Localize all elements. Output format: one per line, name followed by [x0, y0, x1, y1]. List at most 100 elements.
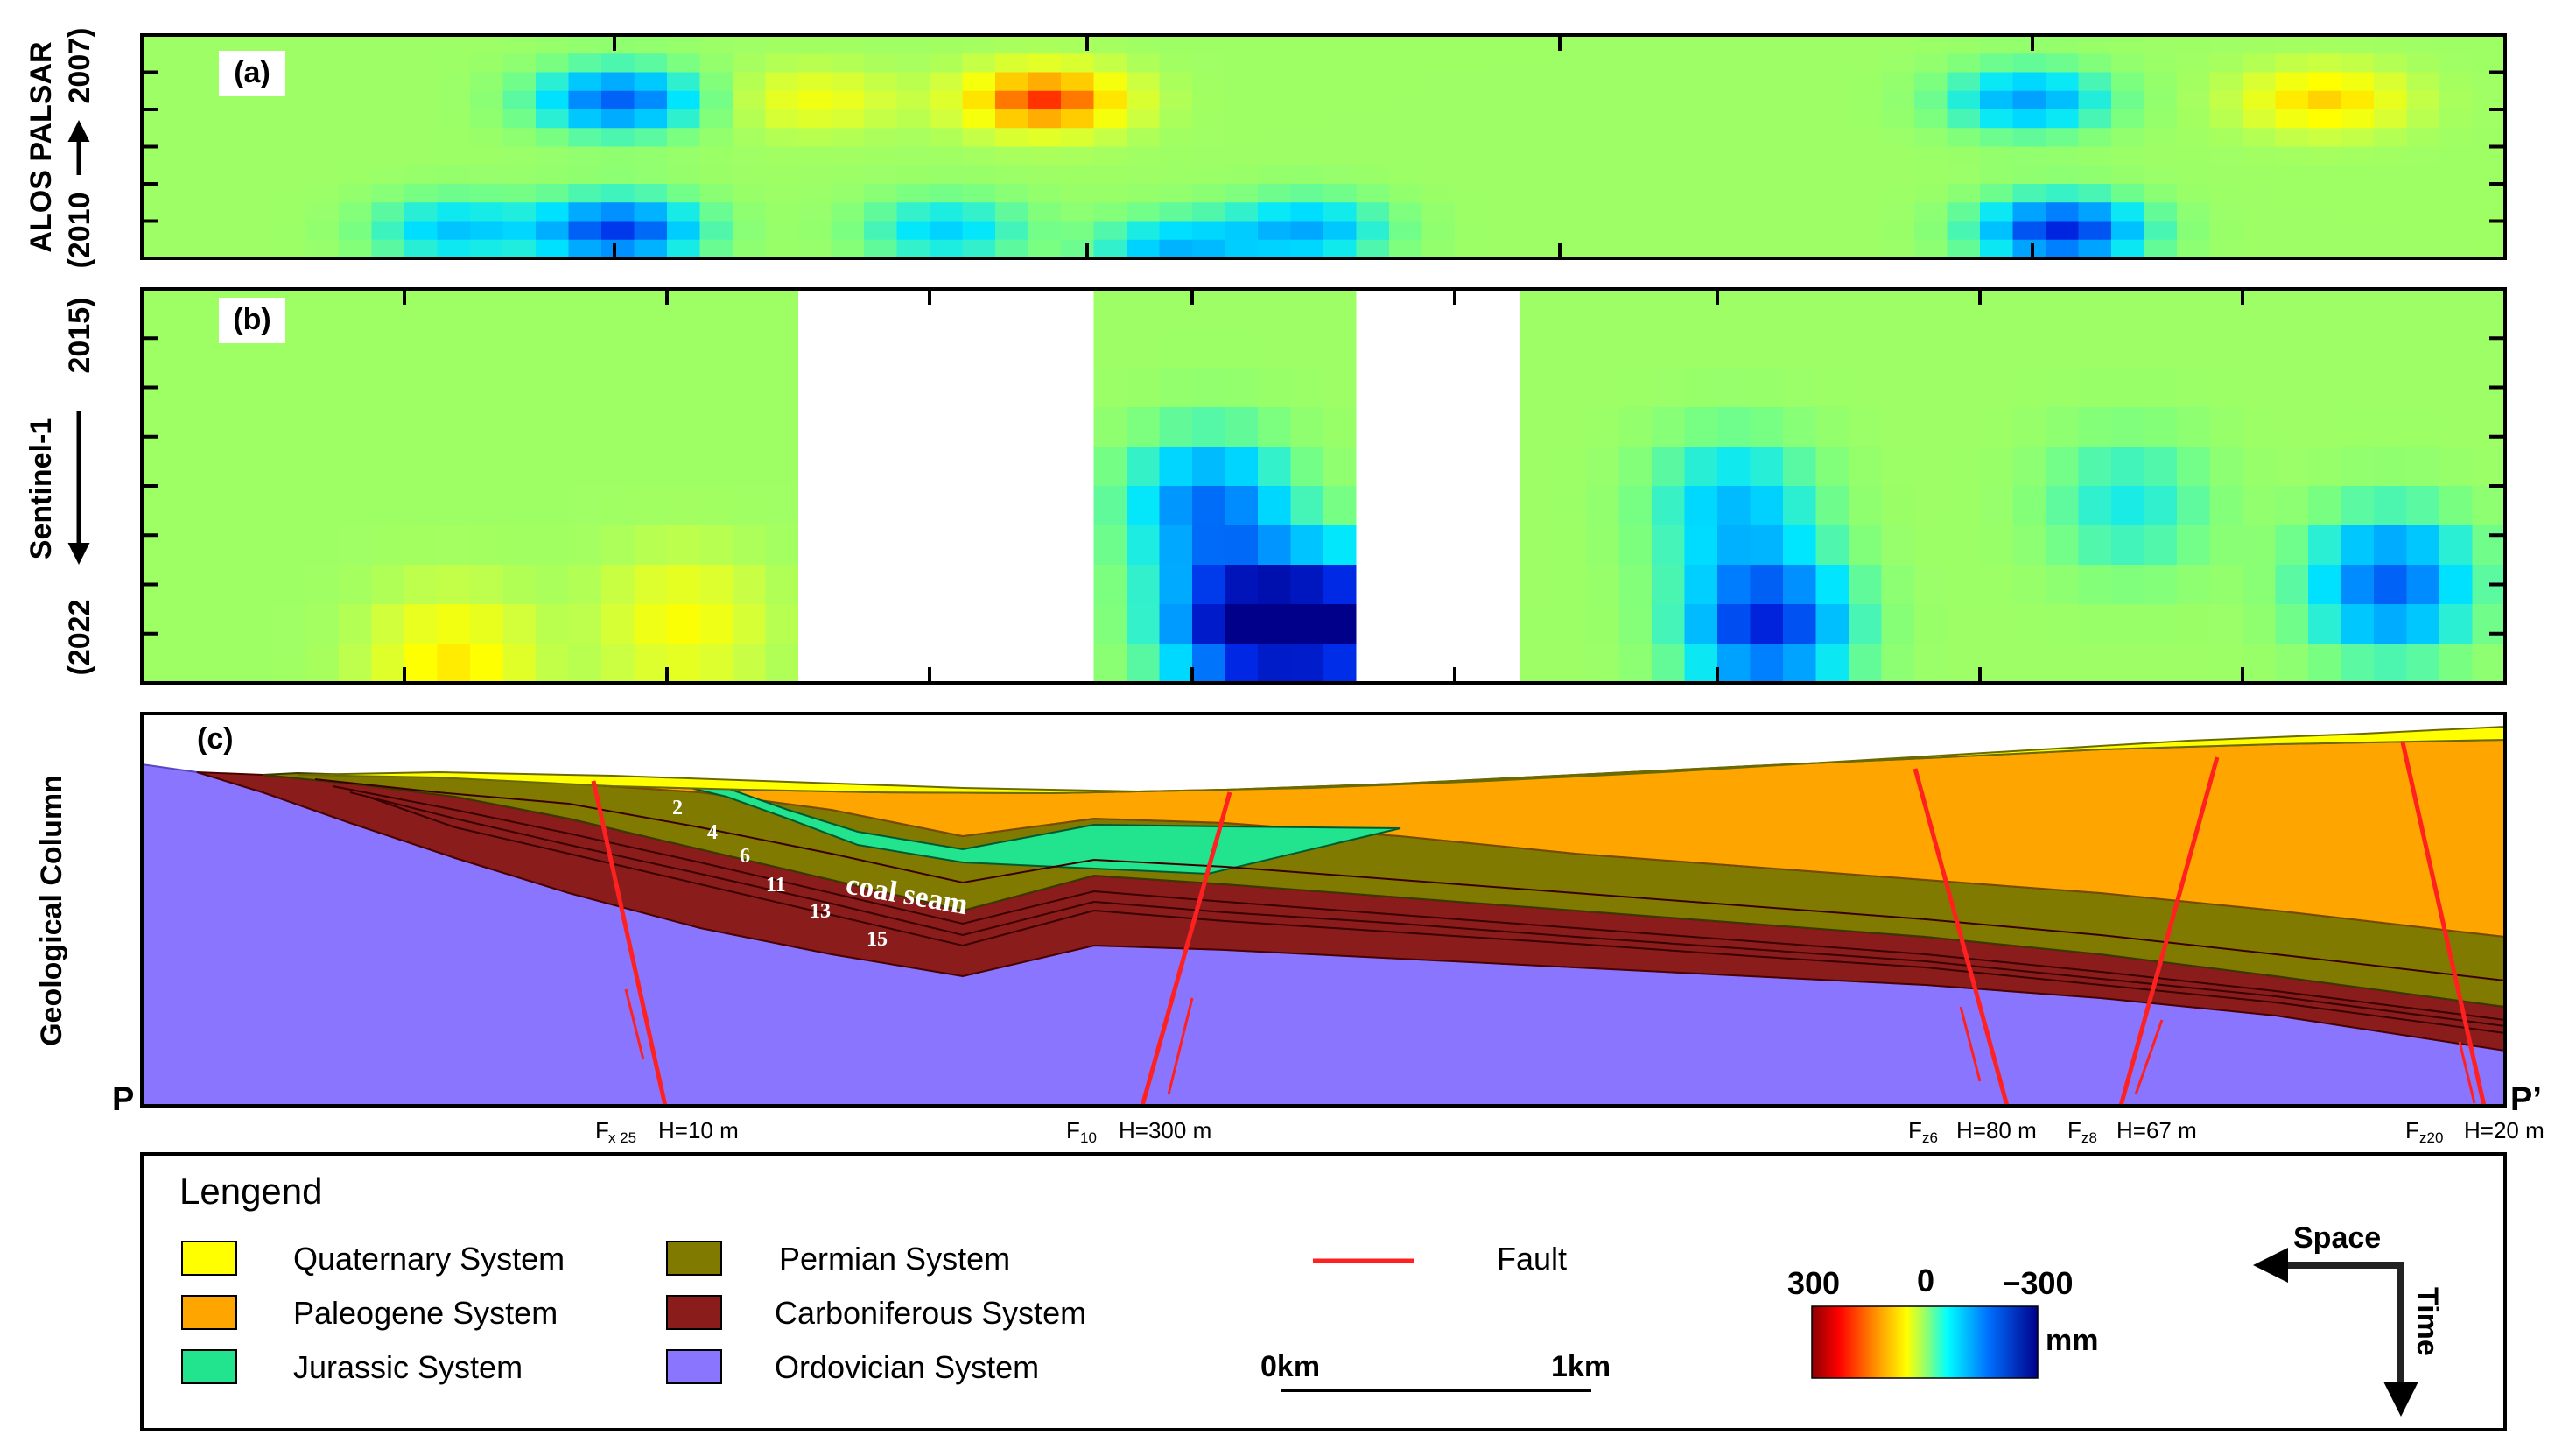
heatmap-cell: [1225, 90, 1259, 110]
heatmap-cell: [1750, 565, 1784, 605]
heatmap-cell: [1783, 486, 1817, 526]
heatmap-missing-cell: [1455, 407, 1489, 447]
scale-bar: 0km 1km: [1260, 1350, 1611, 1392]
heatmap-cell: [1258, 289, 1292, 329]
heatmap-cell: [2144, 289, 2178, 329]
heatmap-cell: [667, 407, 701, 447]
heatmap-cell: [1881, 486, 1915, 526]
heatmap-cell: [305, 289, 340, 329]
heatmap-cell: [2308, 72, 2342, 92]
heatmap-cell: [2012, 368, 2046, 408]
heatmap-missing-cell: [831, 604, 865, 644]
heatmap-missing-cell: [1028, 565, 1062, 605]
heatmap-cell: [864, 109, 898, 130]
heatmap-cell: [1881, 565, 1915, 605]
heatmap-cell: [2012, 202, 2046, 222]
heatmap-cell: [1980, 109, 2014, 130]
heatmap-cell: [1750, 90, 1784, 110]
heatmap-cell: [1618, 202, 1653, 222]
heatmap-cell: [1356, 128, 1390, 148]
heatmap-cell: [601, 109, 635, 130]
heatmap-cell: [733, 202, 767, 222]
heatmap-cell: [470, 525, 504, 566]
heatmap-cell: [864, 165, 898, 185]
heatmap-cell: [240, 486, 274, 526]
heatmap-cell: [634, 109, 668, 130]
heatmap-cell: [470, 328, 504, 369]
heatmap-missing-cell: [1356, 604, 1390, 644]
heatmap-cell: [1914, 221, 1948, 241]
heatmap-cell: [207, 165, 242, 185]
heatmap-cell: [2275, 289, 2309, 329]
heatmap-cell: [536, 202, 570, 222]
heatmap-cell: [305, 72, 340, 92]
heatmap-cell: [2144, 221, 2178, 241]
heatmap-cell: [2243, 447, 2277, 487]
heatmap-cell: [207, 565, 242, 605]
heatmap-cell: [2243, 128, 2277, 148]
heatmap-cell: [1815, 146, 1850, 166]
heatmap-cell: [207, 221, 242, 241]
heatmap-cell: [536, 368, 570, 408]
heatmap-cell: [2144, 53, 2178, 74]
heatmap-cell: [1520, 202, 1555, 222]
heatmap-cell: [1159, 239, 1193, 258]
heatmap-cell: [2439, 525, 2474, 566]
heatmap-cell: [1192, 35, 1226, 55]
heatmap-cell: [1061, 109, 1095, 130]
heatmap-cell: [1815, 109, 1850, 130]
heatmap-cell: [699, 239, 733, 258]
heatmap-cell: [142, 486, 176, 526]
heatmap-cell: [568, 289, 602, 329]
heatmap-cell: [1849, 72, 1883, 92]
heatmap-cell: [896, 128, 930, 148]
heatmap-cell: [1127, 525, 1161, 566]
heatmap-cell: [1881, 525, 1915, 566]
heatmap-cell: [1618, 109, 1653, 130]
geological-section: (c) Geological Column P P’ 2 4 6 11 13 1…: [35, 712, 2544, 1146]
heatmap-cell: [733, 407, 767, 447]
heatmap-cell: [305, 184, 340, 204]
heatmap-cell: [1849, 90, 1883, 110]
fault-fz6-main: F: [1908, 1117, 1922, 1143]
heatmap-cell: [502, 72, 537, 92]
heatmap-cell: [568, 486, 602, 526]
heatmap-cell: [1520, 146, 1555, 166]
heatmap-cell: [1323, 221, 1358, 241]
heatmap-cell: [2243, 165, 2277, 185]
heatmap-cell: [1652, 146, 1686, 166]
heatmap-cell: [733, 328, 767, 369]
heatmap-cell: [1553, 407, 1587, 447]
heatmap-missing-cell: [1356, 328, 1390, 369]
heatmap-missing-cell: [864, 447, 898, 487]
heatmap-cell: [142, 146, 176, 166]
heatmap-cell: [1421, 202, 1456, 222]
heatmap-cell: [1783, 407, 1817, 447]
heatmap-cell: [2111, 239, 2145, 258]
heatmap-cell: [437, 146, 471, 166]
heatmap-cell: [404, 202, 439, 222]
heatmap-missing-cell: [995, 289, 1029, 329]
heatmap-cell: [2472, 53, 2505, 74]
heatmap-cell: [1717, 407, 1751, 447]
heatmap-cell: [2177, 239, 2211, 258]
heatmap-cell: [536, 565, 570, 605]
panel-b-label-box: [219, 298, 285, 343]
heatmap-cell: [765, 184, 799, 204]
heatmap-cell: [207, 239, 242, 258]
heatmap-cell: [634, 447, 668, 487]
heatmap-cell: [174, 289, 208, 329]
heatmap-cell: [1225, 604, 1259, 644]
legend-item-permian: Permian System: [666, 1241, 1010, 1277]
heatmap-cell: [1586, 202, 1620, 222]
heatmap-cell: [1815, 289, 1850, 329]
heatmap-cell: [1455, 128, 1489, 148]
heatmap-cell: [1159, 525, 1193, 566]
heatmap-cell: [1618, 644, 1653, 683]
heatmap-cell: [1421, 90, 1456, 110]
heatmap-cell: [1323, 328, 1358, 369]
heatmap-cell: [1618, 35, 1653, 55]
heatmap-missing-cell: [798, 644, 832, 683]
heatmap-missing-cell: [962, 644, 996, 683]
heatmap-cell: [1159, 486, 1193, 526]
